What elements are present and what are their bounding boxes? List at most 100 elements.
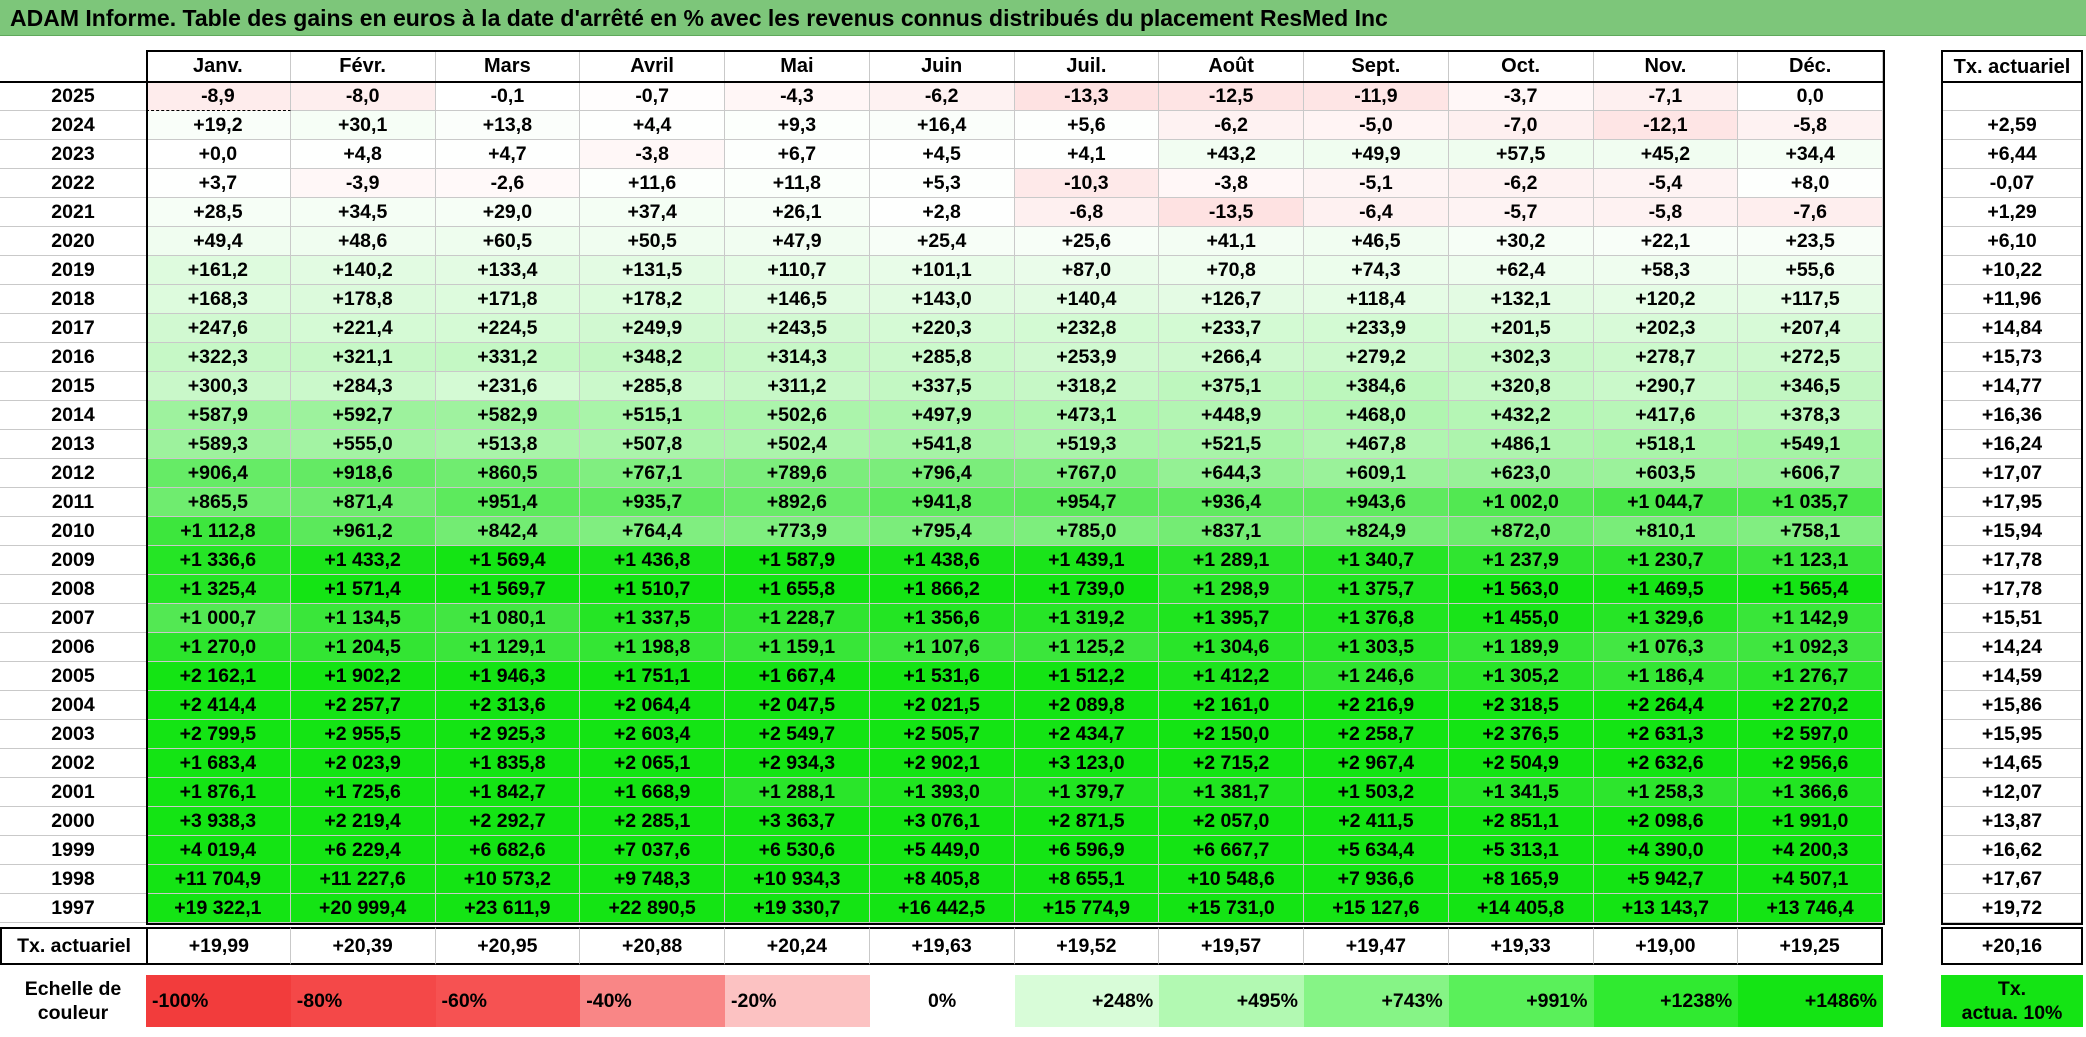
gain-cell: -2,6 (435, 169, 581, 198)
gain-cell: -6,8 (1014, 198, 1160, 227)
gain-cell: +623,0 (1448, 459, 1594, 488)
gain-cell: +1 159,1 (725, 633, 870, 662)
year-label: 2012 (0, 459, 146, 488)
gain-cell: +468,0 (1304, 401, 1449, 430)
gain-cell: +1 142,9 (1738, 604, 1883, 633)
gain-cell: +810,1 (1593, 517, 1739, 546)
gain-cell: +60,5 (435, 227, 581, 256)
gain-cell: +1 842,7 (435, 778, 581, 807)
gain-cell: +2 089,8 (1014, 691, 1160, 720)
gain-cell: +284,3 (290, 372, 436, 401)
year-label: 2008 (0, 575, 146, 604)
gain-cell: +1 080,1 (435, 604, 581, 633)
gain-cell: +860,5 (435, 459, 581, 488)
gain-cell: +2 597,0 (1738, 720, 1883, 749)
gain-cell: +918,6 (290, 459, 436, 488)
color-scale-step: +743% (1304, 975, 1449, 1027)
year-label: 1998 (0, 865, 146, 894)
gain-cell: +272,5 (1738, 343, 1883, 372)
month-header-4: Avril (580, 52, 725, 82)
gain-cell: +2 021,5 (869, 691, 1015, 720)
gain-cell: +1 379,7 (1014, 778, 1160, 807)
gain-cell: +140,4 (1014, 285, 1160, 314)
gain-cell: -5,4 (1593, 169, 1739, 198)
gain-cell: +2 313,6 (435, 691, 581, 720)
summary-tx-cell: +19,52 (1014, 927, 1160, 965)
gain-cell: +55,6 (1738, 256, 1883, 285)
summary-tx-cell: +20,88 (580, 927, 725, 965)
gain-cell: +1 112,8 (146, 517, 291, 546)
gain-cell: +161,2 (146, 256, 291, 285)
year-label: 2022 (0, 169, 146, 198)
gain-cell: +2 023,9 (290, 749, 436, 778)
gain-cell: -5,8 (1593, 198, 1739, 227)
gain-cell: +2 318,5 (1448, 691, 1594, 720)
summary-tx-cell: +19,25 (1738, 927, 1883, 965)
gain-cell: +37,4 (580, 198, 725, 227)
row-tx-actuariel: +15,95 (1941, 720, 2083, 749)
gain-cell: +28,5 (146, 198, 291, 227)
gain-cell: +1 129,1 (435, 633, 581, 662)
color-scale-label-line1: Echelle de (24, 978, 122, 1000)
row-tx-actuariel: +6,10 (1941, 227, 2083, 256)
gain-cell: +87,0 (1014, 256, 1160, 285)
gain-cell: +320,8 (1448, 372, 1594, 401)
gain-cell: +15 774,9 (1014, 894, 1160, 923)
gain-cell: -3,8 (1159, 169, 1304, 198)
summary-tx-total: +20,16 (1941, 927, 2083, 965)
gain-cell: +906,4 (146, 459, 291, 488)
gain-cell: +796,4 (869, 459, 1015, 488)
gain-cell: +497,9 (869, 401, 1015, 430)
gain-cell: +448,9 (1159, 401, 1304, 430)
gain-cell: +247,6 (146, 314, 291, 343)
row-tx-actuariel: +17,67 (1941, 865, 2083, 894)
gain-cell: +2 264,4 (1593, 691, 1739, 720)
gain-cell: +5,3 (869, 169, 1015, 198)
gain-cell: -7,0 (1448, 111, 1594, 140)
year-label: 2003 (0, 720, 146, 749)
gain-cell: +1 092,3 (1738, 633, 1883, 662)
gain-cell: +3,7 (146, 169, 291, 198)
year-label: 2023 (0, 140, 146, 169)
month-header-11: Nov. (1593, 52, 1739, 82)
row-tx-actuariel (1941, 82, 2083, 111)
gain-cell: +7 936,6 (1304, 865, 1449, 894)
gain-cell: +11 704,9 (146, 865, 291, 894)
gain-cell: +961,2 (290, 517, 436, 546)
gain-cell: +1 587,9 (725, 546, 870, 575)
gain-cell: -7,1 (1593, 82, 1739, 111)
gain-cell: +220,3 (869, 314, 1015, 343)
gain-cell: +589,3 (146, 430, 291, 459)
gain-cell: +1 436,8 (580, 546, 725, 575)
gain-cell: +1 246,6 (1304, 662, 1449, 691)
gain-cell: +521,5 (1159, 430, 1304, 459)
gain-cell: +1 336,6 (146, 546, 291, 575)
gain-cell: +502,6 (725, 401, 870, 430)
gain-cell: +1 375,7 (1304, 575, 1449, 604)
gain-cell: +872,0 (1448, 517, 1594, 546)
gain-cell: +1 433,2 (290, 546, 436, 575)
gain-cell: +6 229,4 (290, 836, 436, 865)
gain-cell: +110,7 (725, 256, 870, 285)
gain-cell: +133,4 (435, 256, 581, 285)
gain-cell: +48,6 (290, 227, 436, 256)
gain-cell: +278,7 (1593, 343, 1739, 372)
gain-cell: +337,5 (869, 372, 1015, 401)
gain-cell: +2 098,6 (1593, 807, 1739, 836)
gain-cell: +2 057,0 (1159, 807, 1304, 836)
row-tx-actuariel: +16,62 (1941, 836, 2083, 865)
gain-cell: +2 258,7 (1304, 720, 1449, 749)
year-label: 2016 (0, 343, 146, 372)
gain-cell: +266,4 (1159, 343, 1304, 372)
year-label: 2025 (0, 82, 146, 111)
header-separator (0, 81, 1883, 83)
color-scale-step: +248% (1014, 975, 1160, 1027)
gain-cell: +2 257,7 (290, 691, 436, 720)
gain-cell: +1 303,5 (1304, 633, 1449, 662)
summary-tx-cell: +19,63 (869, 927, 1015, 965)
gain-cell: +502,4 (725, 430, 870, 459)
gain-cell: +1 204,5 (290, 633, 436, 662)
gain-cell: +518,1 (1593, 430, 1739, 459)
gain-cell: +1 134,5 (290, 604, 436, 633)
gain-cell: +178,8 (290, 285, 436, 314)
